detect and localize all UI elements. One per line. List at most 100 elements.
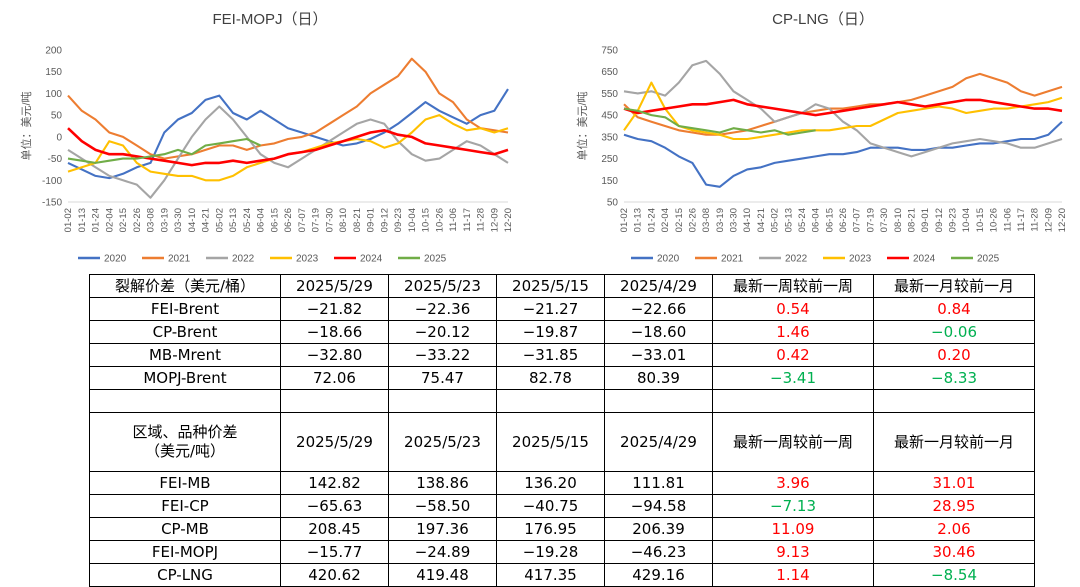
weekly-change-cell: 11.09	[712, 517, 874, 541]
x-tick-label: 02-04	[660, 208, 671, 232]
series-line-2021	[67, 57, 509, 160]
x-tick-label: 08-10	[338, 208, 349, 232]
row-label: MOPJ-Brent	[89, 366, 281, 390]
x-tick-label: 10-26	[989, 208, 1000, 232]
x-tick-label: 08-10	[893, 208, 904, 232]
table-cell: 136.20	[496, 471, 605, 495]
x-tick-label: 03-30	[173, 208, 184, 232]
y-tick-label: 200	[45, 46, 62, 57]
table-cell: −32.80	[280, 343, 389, 367]
legend-label: 2022	[232, 254, 255, 265]
spacer-row	[89, 389, 1035, 413]
header-line: （美元/吨）	[144, 442, 226, 460]
legend-label: 2021	[721, 254, 744, 265]
x-tick-label: 04-21	[756, 208, 767, 232]
legend-label: 2024	[360, 254, 383, 265]
x-tick-label: 01-02	[619, 208, 630, 232]
table-cell: −24.89	[388, 540, 497, 564]
x-tick-label: 07-07	[852, 208, 863, 232]
table-cell: −18.66	[280, 320, 389, 344]
cp-lng-chart: CP-LNG（日） 单位：美元/吨 50 150 250 350 450 550 650 750 0…	[560, 0, 1080, 272]
table-cell: −33.01	[604, 343, 713, 367]
table-cell: 111.81	[604, 471, 713, 495]
x-tick-label: 09-12	[379, 208, 390, 232]
x-tick-label: 01-13	[633, 208, 644, 232]
table-cell: −21.27	[496, 297, 605, 321]
x-tick-label: 03-08	[146, 208, 157, 232]
x-tick-label: 02-26	[132, 208, 143, 232]
series-line-2022	[67, 105, 509, 199]
table-row: CP-LNG 420.62 419.48 417.35 429.16 1.14 …	[89, 563, 1035, 587]
legend-label: 2023	[296, 254, 319, 265]
header-line: 区域、品种价差	[132, 423, 238, 441]
table-cell: 82.78	[496, 366, 605, 390]
x-tick-label: 08-21	[352, 208, 363, 232]
x-tick-label: 06-04	[811, 208, 822, 232]
x-tick-label: 04-10	[187, 208, 198, 232]
x-tick-label: 01-02	[63, 208, 74, 232]
table-cell: 138.86	[388, 471, 497, 495]
table-cell: 417.35	[496, 563, 605, 587]
weekly-change-cell: 9.13	[712, 540, 874, 564]
monthly-change-cell: 0.20	[873, 343, 1035, 367]
monthly-change-cell: 0.84	[873, 297, 1035, 321]
table-cell: −19.87	[496, 320, 605, 344]
x-tick-label: 05-24	[797, 208, 808, 232]
legend-label: 2025	[424, 254, 447, 265]
weekly-change-cell: 1.46	[712, 320, 874, 344]
legend-label: 2025	[977, 254, 1000, 265]
spread-table: 裂解价差（美元/桶） 2025/5/29 2025/5/23 2025/5/15…	[89, 274, 1035, 587]
table-cell: −94.58	[604, 494, 713, 518]
table-cell: −31.85	[496, 343, 605, 367]
series-line-2023	[67, 114, 509, 182]
x-tick-label: 05-13	[228, 208, 239, 232]
x-tick-label: 02-15	[118, 208, 129, 232]
table-cell: −33.22	[388, 343, 497, 367]
table-cell: −58.50	[388, 494, 497, 518]
header-cell: 区域、品种价差 （美元/吨）	[89, 412, 281, 472]
weekly-change-cell: −3.41	[712, 366, 874, 390]
y-tick-label: 50	[607, 198, 619, 209]
legend-label: 2020	[657, 254, 680, 265]
table-cell: 197.36	[388, 517, 497, 541]
header-cell: 2025/5/23	[388, 274, 497, 298]
x-tick-label: 07-07	[297, 208, 308, 232]
table-cell: 72.06	[280, 366, 389, 390]
monthly-change-cell: 30.46	[873, 540, 1035, 564]
table-cell: −20.12	[388, 320, 497, 344]
legend-label: 2020	[104, 254, 127, 265]
x-tick-label: 11-17	[462, 208, 473, 232]
table-cell: −21.82	[280, 297, 389, 321]
x-tick-label: 03-19	[159, 208, 170, 232]
table-row: FEI-MOPJ −15.77 −24.89 −19.28 −46.23 9.1…	[89, 540, 1035, 564]
weekly-change-cell: 1.14	[712, 563, 874, 587]
table-cell: −40.75	[496, 494, 605, 518]
series-line-2021	[623, 72, 1063, 136]
table-cell: 142.82	[280, 471, 389, 495]
row-label: MB-Mrent	[89, 343, 281, 367]
series-line-2024	[623, 98, 1063, 117]
x-tick-label: 01-24	[646, 208, 657, 232]
monthly-change-cell: −0.06	[873, 320, 1035, 344]
empty-cell	[496, 389, 605, 413]
empty-cell	[388, 389, 497, 413]
header-cell: 2025/5/29	[280, 274, 389, 298]
x-tick-label: 11-06	[1002, 208, 1013, 232]
series-line-2020	[67, 88, 509, 180]
x-tick-label: 09-23	[948, 208, 959, 232]
y-tick-label: 550	[601, 89, 618, 100]
table-cell: 208.45	[280, 517, 389, 541]
table-cell: −19.28	[496, 540, 605, 564]
x-tick-label: 10-04	[961, 208, 972, 232]
x-tick-label: 06-04	[256, 208, 267, 232]
table-cell: 206.39	[604, 517, 713, 541]
x-tick-label: 10-26	[434, 208, 445, 232]
table-row: FEI-MB 142.82 138.86 136.20 111.81 3.96 …	[89, 471, 1035, 495]
empty-cell	[604, 389, 713, 413]
table-cell: 419.48	[388, 563, 497, 587]
x-tick-label: 08-21	[906, 208, 917, 232]
table-cell: 176.95	[496, 517, 605, 541]
y-tick-label: 0	[56, 132, 62, 143]
legend-label: 2022	[785, 254, 808, 265]
table-cell: −18.60	[604, 320, 713, 344]
